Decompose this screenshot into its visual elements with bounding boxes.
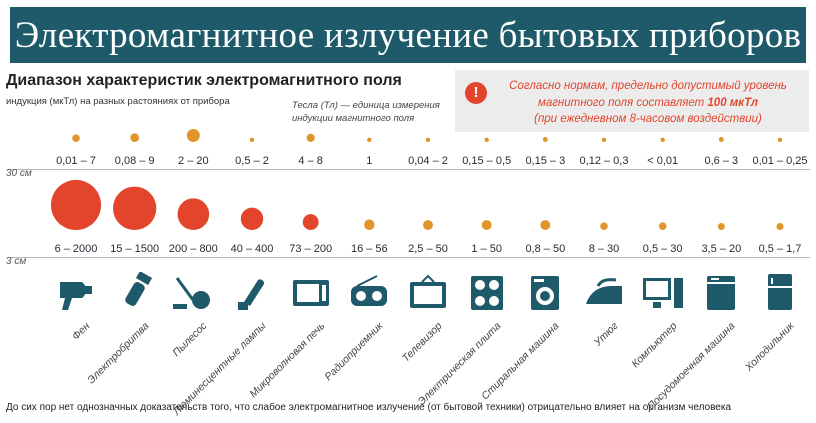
value-label-30cm-3: 0,5 – 2: [235, 155, 269, 167]
row-3cm-label: 3 см: [6, 256, 27, 267]
value-label-3cm-3: 40 – 400: [231, 243, 274, 255]
dot-3cm-5: [364, 219, 375, 230]
dot-3cm-9: [600, 222, 608, 230]
dot-3cm-8: [540, 220, 551, 230]
norm-line-3: (при ежедневном 8-часовом воздействии): [534, 113, 762, 126]
dot-30cm-4: [306, 133, 315, 142]
device-label-0: Фен: [69, 320, 93, 343]
fluorescent-lamp-icon: [230, 272, 274, 312]
vacuum-cleaner-icon: [171, 272, 215, 312]
dot-3cm-3: [240, 207, 264, 230]
dot-3cm-10: [658, 222, 667, 230]
dot-30cm-3: [249, 137, 255, 142]
value-label-3cm-12: 0,5 – 1,7: [759, 243, 802, 255]
chart-subtitle: Диапазон характеристик электромагнитного…: [6, 72, 402, 89]
washing-machine-icon: [523, 272, 567, 312]
device-label-12: Холодильник: [742, 320, 797, 374]
value-label-3cm-1: 15 – 1500: [110, 243, 159, 255]
dot-3cm-2: [177, 198, 210, 230]
electric-stove-icon: [465, 272, 509, 312]
hair-dryer-icon: [54, 272, 98, 312]
value-label-30cm-10: < 0,01: [647, 155, 678, 167]
dot-30cm-7: [484, 137, 489, 142]
computer-icon: [641, 272, 685, 312]
row-30cm-line: [6, 169, 810, 170]
value-label-3cm-7: 1 – 50: [471, 243, 502, 255]
dot-3cm-7: [481, 220, 492, 230]
dot-30cm-10: [660, 137, 665, 142]
title-banner: Электромагнитное излучение бытовых прибо…: [10, 7, 806, 63]
value-label-3cm-4: 73 – 200: [289, 243, 332, 255]
device-label-1: Электробритва: [84, 320, 152, 387]
dot-30cm-11: [718, 136, 724, 142]
value-label-3cm-8: 0,8 – 50: [525, 243, 565, 255]
value-label-3cm-5: 16 – 56: [351, 243, 388, 255]
value-label-3cm-0: 6 – 2000: [55, 243, 98, 255]
refrigerator-icon: [758, 272, 802, 312]
radio-icon: [347, 272, 391, 312]
iron-icon: [582, 272, 626, 312]
footer-note: До сих пор нет однозначных доказательств…: [6, 402, 732, 413]
dot-3cm-11: [717, 223, 725, 230]
row-3cm-line: [6, 257, 810, 258]
device-label-2: Пылесос: [170, 320, 210, 360]
dot-3cm-0: [50, 179, 102, 230]
value-label-30cm-5: 1: [366, 155, 372, 167]
value-label-30cm-4: 4 – 8: [298, 155, 322, 167]
dot-3cm-1: [112, 186, 157, 230]
value-label-3cm-6: 2,5 – 50: [408, 243, 448, 255]
dot-3cm-12: [776, 223, 784, 230]
norm-callout: ! Согласно нормам, предельно допустимый …: [455, 70, 809, 132]
dot-30cm-2: [186, 129, 200, 142]
device-label-6: Телевизор: [399, 320, 445, 365]
value-label-30cm-9: 0,12 – 0,3: [580, 155, 629, 167]
dot-3cm-6: [423, 220, 433, 230]
dot-30cm-6: [425, 137, 431, 142]
value-label-3cm-11: 3,5 – 20: [701, 243, 741, 255]
value-label-3cm-2: 200 – 800: [169, 243, 218, 255]
norm-line-2: магнитного поля составляет 100 мкТл: [495, 95, 801, 112]
dot-3cm-4: [302, 214, 319, 230]
dot-30cm-1: [130, 133, 140, 142]
dot-30cm-5: [367, 137, 372, 142]
emf-bubble-chart: 0,01 – 7 6 – 2000 0,08 – 9 15 – 1500 2 – 20 2…: [50, 129, 808, 255]
value-label-3cm-9: 8 – 30: [589, 243, 620, 255]
chart-subnote: индукция (мкТл) на разных растояниях от …: [6, 96, 230, 107]
norm-text: Согласно нормам, предельно допустимый ур…: [495, 78, 801, 128]
dot-30cm-0: [72, 134, 80, 143]
value-label-30cm-11: 0,6 – 3: [705, 155, 739, 167]
electric-shaver-icon: [113, 271, 157, 312]
microwave-icon: [289, 272, 333, 312]
value-label-30cm-7: 0,15 – 0,5: [462, 155, 511, 167]
value-label-30cm-1: 0,08 – 9: [115, 155, 155, 167]
device-label-10: Компьютер: [629, 320, 680, 371]
norm-line-1: Согласно нормам, предельно допустимый ур…: [509, 80, 787, 92]
value-label-30cm-8: 0,15 – 3: [525, 155, 565, 167]
value-label-30cm-6: 0,04 – 2: [408, 155, 448, 167]
exclamation-icon: !: [465, 82, 487, 104]
tv-icon: [406, 272, 450, 312]
dot-30cm-12: [777, 137, 783, 142]
norm-line-2-prefix: магнитного поля составляет: [537, 96, 705, 109]
value-label-3cm-10: 0,5 – 30: [643, 243, 683, 255]
dot-30cm-8: [542, 136, 548, 142]
row-30cm-label: 30 см: [6, 168, 32, 179]
value-label-30cm-0: 0,01 – 7: [56, 155, 96, 167]
device-label-9: Утюг: [591, 320, 621, 349]
device-label-5: Радиоприемник: [322, 320, 386, 384]
dishwasher-icon: [699, 272, 743, 312]
page-title: Электромагнитное излучение бытовых прибо…: [14, 14, 802, 56]
value-label-30cm-12: 0,01 – 0,25: [752, 155, 807, 167]
value-label-30cm-2: 2 – 20: [178, 155, 209, 167]
norm-limit-value: 100 мкТл: [707, 96, 759, 109]
dot-30cm-9: [601, 137, 607, 142]
unit-note: Тесла (Тл) — единица измерения индукции …: [292, 100, 440, 124]
